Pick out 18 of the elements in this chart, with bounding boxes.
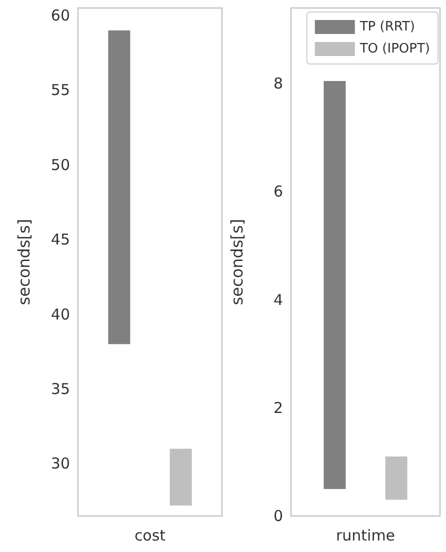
y-axis-title: seconds[s] <box>228 218 246 306</box>
y-tick-label: 40 <box>50 305 70 324</box>
y-tick-label: 6 <box>273 182 283 201</box>
y-tick-label: 35 <box>50 380 70 398</box>
y-tick-label: 30 <box>50 454 70 473</box>
y-tick-label: 55 <box>50 81 70 100</box>
y-tick-label: 8 <box>273 74 283 93</box>
x-tick-label: runtime <box>336 526 396 544</box>
y-tick-label: 0 <box>273 507 283 525</box>
legend-label: TP (RRT) <box>358 20 415 34</box>
y-tick-label: 60 <box>50 6 70 24</box>
y-tick-label: 50 <box>50 156 70 174</box>
y-tick-label: 4 <box>273 290 283 309</box>
y-axis-title: seconds[s] <box>14 218 34 306</box>
y-tick-label: 45 <box>50 230 70 249</box>
x-tick-label: cost <box>134 526 166 544</box>
legend-label: TO (IPOPT) <box>358 42 430 56</box>
y-tick-label: 2 <box>273 398 283 417</box>
